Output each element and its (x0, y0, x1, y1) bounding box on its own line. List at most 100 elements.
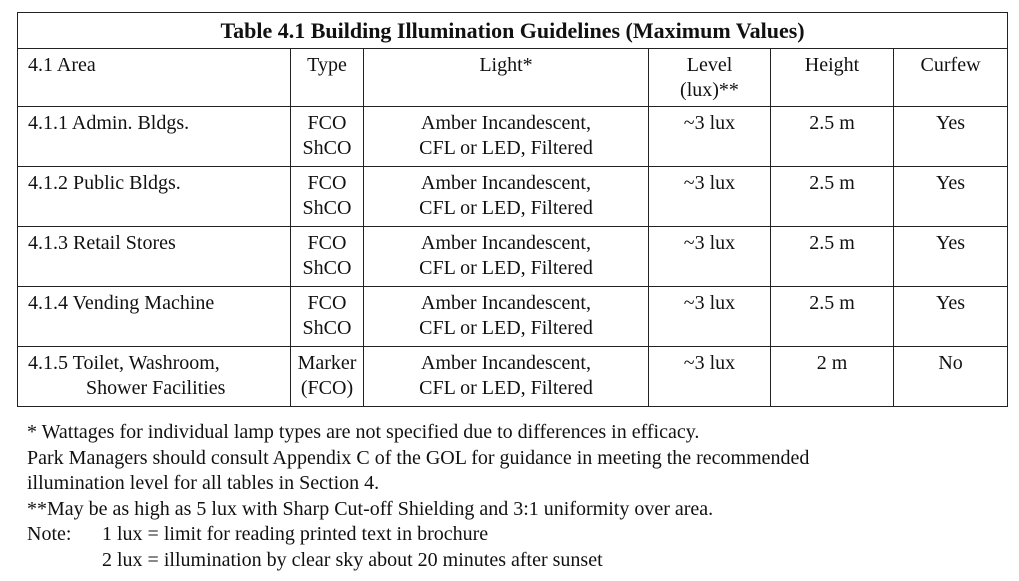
cell: Yes (892, 226, 1009, 287)
cell: Amber Incandescent, CFL or LED, Filtered (363, 226, 649, 287)
cell: 2.5 m (770, 106, 894, 167)
cell-text: Amber Incandescent, (421, 232, 591, 254)
data-row: 4.1.2 Public Bldgs. FCO ShCO Amber Incandes… (17, 166, 1009, 227)
cell: 4.1.1 Admin. Bldgs. (17, 106, 291, 167)
note-label: Note: (27, 523, 72, 545)
cell-text: ~3 lux (683, 232, 736, 254)
cell: FCO ShCO (290, 226, 364, 287)
data-row: 4.1.5 Toilet, Washroom, Shower Facilities… (17, 346, 1009, 407)
cell-text: Yes (935, 172, 966, 194)
cell-text: Light* (479, 54, 533, 76)
cell: Marker (FCO) (290, 346, 364, 407)
header-row: 4.1 Area Type Light* Level (lux)** Height Curf… (17, 48, 1009, 107)
cell-text: 4.1.2 Public Bldgs. (28, 172, 181, 194)
cell: ~3 lux (648, 106, 771, 167)
cell: Yes (892, 106, 1009, 167)
cell-text: Yes (935, 232, 966, 254)
cell: Amber Incandescent, CFL or LED, Filtered (363, 346, 649, 407)
cell-text: ~3 lux (683, 352, 736, 374)
spacer (27, 548, 102, 574)
cell-text: Amber Incandescent, (421, 172, 591, 194)
cell-text: FCO (307, 172, 347, 194)
note-row: 2 lux = illumination by clear sky about … (27, 548, 809, 574)
cell-text: ~3 lux (683, 172, 736, 194)
cell: FCO ShCO (290, 106, 364, 167)
cell: Height (770, 48, 894, 107)
cell: ~3 lux (648, 286, 771, 347)
cell-text: CFL or LED, Filtered (419, 257, 593, 279)
cell-text: 4.1 Area (28, 54, 96, 76)
cell: 2.5 m (770, 286, 894, 347)
note-line: **May be as high as 5 lux with Sharp Cut… (27, 497, 714, 520)
cell-text: ~3 lux (683, 292, 736, 314)
cell-text: Amber Incandescent, (421, 352, 591, 374)
note-line: Park Managers should consult Appendix C … (27, 446, 810, 469)
cell-text: Amber Incandescent, (421, 112, 591, 134)
cell-text: FCO (307, 232, 347, 254)
cell-text: No (938, 352, 963, 374)
cell: 4.1.3 Retail Stores (17, 226, 291, 287)
note-item: 1 lux = limit for reading printed text i… (102, 523, 489, 545)
cell: Type (290, 48, 364, 107)
cell: FCO ShCO (290, 166, 364, 227)
note-line: * Wattages for individual lamp types are… (27, 421, 700, 443)
cell-text: Amber Incandescent, (421, 292, 591, 314)
cell-text: Height (804, 54, 860, 76)
note-row: Note: 1 lux = limit for reading printed t… (27, 522, 809, 548)
cell: 4.1.5 Toilet, Washroom, Shower Facilities (17, 346, 291, 407)
cell-text: FCO (307, 112, 347, 134)
note-line: illumination level for all tables in Sec… (27, 472, 380, 494)
cell: 4.1.2 Public Bldgs. (17, 166, 291, 227)
cell-text: Yes (935, 292, 966, 314)
data-row: 4.1.3 Retail Stores FCO ShCO Amber Incandes… (17, 226, 1009, 287)
cell-text: CFL or LED, Filtered (419, 317, 593, 339)
cell: 2 m (770, 346, 894, 407)
cell-text: Marker (297, 352, 357, 374)
cell-text: ShCO (302, 317, 352, 339)
cell: Level (lux)** (648, 48, 771, 107)
cell: Amber Incandescent, CFL or LED, Filtered (363, 106, 649, 167)
cell: Amber Incandescent, CFL or LED, Filtered (363, 166, 649, 227)
cell-text: 4.1.3 Retail Stores (28, 232, 176, 254)
cell-text: 2.5 m (809, 172, 855, 194)
cell-text: Shower Facilities (86, 377, 226, 399)
notes: * Wattages for individual lamp types are… (27, 420, 809, 573)
cell-text: Yes (935, 112, 966, 134)
cell: Yes (892, 166, 1009, 227)
data-row: 4.1.1 Admin. Bldgs. FCO ShCO Amber Incandes… (17, 106, 1009, 167)
cell-text: CFL or LED, Filtered (419, 197, 593, 219)
cell: 4.1.4 Vending Machine (17, 286, 291, 347)
cell: ~3 lux (648, 226, 771, 287)
cell-text: ~3 lux (683, 112, 736, 134)
cell-text: 4.1.5 Toilet, Washroom, (28, 352, 220, 374)
cell-text: 2.5 m (809, 232, 855, 254)
cell: Amber Incandescent, CFL or LED, Filtered (363, 286, 649, 347)
cell-text: (lux)** (680, 79, 739, 101)
cell-text: 4.1.1 Admin. Bldgs. (28, 112, 190, 134)
cell: 2.5 m (770, 166, 894, 227)
illumination-table: Table 4.1 Building Illumination Guidelin… (16, 12, 1009, 407)
cell-text: ShCO (302, 197, 352, 219)
cell-text: 2.5 m (809, 112, 855, 134)
cell-text: Curfew (920, 54, 981, 76)
cell: FCO ShCO (290, 286, 364, 347)
cell: Curfew (892, 48, 1009, 107)
cell-text: ShCO (302, 257, 352, 279)
cell-text: 2 m (816, 352, 848, 374)
cell-text: Type (307, 54, 347, 76)
cell: ~3 lux (648, 346, 771, 407)
note-item: 2 lux = illumination by clear sky about … (102, 548, 603, 571)
data-row: 4.1.4 Vending Machine FCO ShCO Amber Incand… (17, 286, 1009, 347)
cell: 4.1 Area (17, 48, 291, 107)
cell-text: 2.5 m (809, 292, 855, 314)
cell-text: (FCO) (300, 377, 354, 399)
cell-text: FCO (307, 292, 347, 314)
cell-text: ShCO (302, 137, 352, 159)
cell-text: 4.1.4 Vending Machine (28, 292, 215, 314)
cell-text: CFL or LED, Filtered (419, 137, 593, 159)
cell-text: Level (686, 54, 733, 76)
cell: No (892, 346, 1009, 407)
cell: Yes (892, 286, 1009, 347)
cell: 2.5 m (770, 226, 894, 287)
table-title: Table 4.1 Building Illumination Guidelin… (16, 12, 1009, 49)
